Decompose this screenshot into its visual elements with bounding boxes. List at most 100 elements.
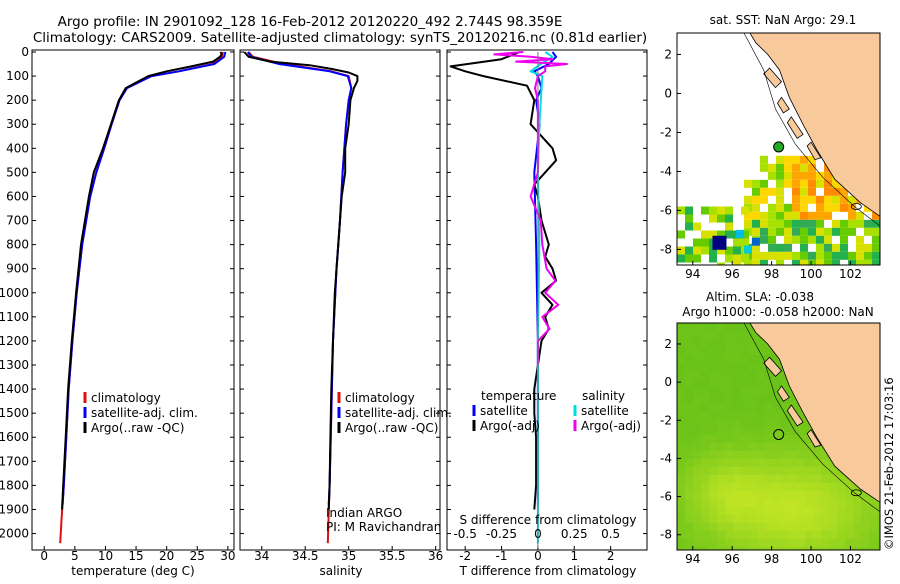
- sst-cell: [800, 179, 809, 188]
- sst-cell: [808, 251, 817, 260]
- sla-cell: [861, 499, 870, 508]
- difference-profile-panel: -2 -1 0 1 2-0.5 -0.25 0 0.25 0.5temperaturesatel…: [446, 49, 648, 563]
- sla-cell: [861, 523, 870, 532]
- series-group: [243, 51, 359, 544]
- sla-cell: [709, 379, 718, 388]
- sla-cell: [725, 323, 734, 332]
- sla-cell: [789, 467, 798, 476]
- sst-cell: [800, 259, 809, 265]
- sst-cell: [864, 251, 873, 260]
- sla-cell: [725, 507, 734, 516]
- y-tick-label: 200: [6, 93, 29, 107]
- sla-cell: [837, 531, 846, 540]
- sla-cell: [677, 363, 686, 372]
- sla-cell: [813, 491, 822, 500]
- sla-cell: [789, 547, 798, 550]
- sst-cell: [792, 227, 801, 236]
- sla-cell: [781, 451, 790, 460]
- sst-cell: [848, 227, 857, 236]
- sla-cell: [741, 323, 750, 332]
- sla-cell: [709, 403, 718, 412]
- sla-cell: [693, 347, 702, 356]
- map-frame: [676, 32, 881, 266]
- sla-cell: [725, 379, 734, 388]
- sla-cell: [765, 435, 774, 444]
- sst-cell: [709, 230, 717, 239]
- sst-cell: [685, 214, 693, 223]
- sst-cell: [840, 235, 849, 244]
- sla-cell: [693, 323, 702, 332]
- sla-cell: [869, 531, 878, 540]
- sla-cell: [717, 443, 726, 452]
- x-tick-label: 10: [98, 549, 113, 563]
- sla-cell: [733, 443, 742, 452]
- sla-cell: [701, 331, 710, 340]
- sla-cell: [693, 387, 702, 396]
- salinity-x-label: salinity: [319, 564, 362, 578]
- sla-cell: [677, 459, 686, 468]
- sla-cell: [749, 459, 758, 468]
- sst-cell: [752, 227, 761, 236]
- y-tick-label: 1200: [0, 334, 29, 348]
- sla-cell: [837, 523, 846, 532]
- sst-cell: [784, 227, 793, 236]
- sla-cell: [733, 427, 742, 436]
- sla-cell: [717, 539, 726, 548]
- sla-cell: [733, 371, 742, 380]
- sla-cell: [733, 403, 742, 412]
- sla-cell: [773, 379, 782, 388]
- sla-cell: [789, 499, 798, 508]
- sst-cell: [808, 211, 817, 220]
- sla-cell: [717, 475, 726, 484]
- sla-cell: [749, 395, 758, 404]
- legend-entry: climatology: [345, 391, 415, 405]
- sst-cell: [776, 187, 785, 196]
- x-tick-label: 30: [220, 549, 235, 563]
- sla-cell: [741, 531, 750, 540]
- sla-cell: [733, 467, 742, 476]
- sla-cell: [725, 451, 734, 460]
- sla-cell: [877, 547, 880, 550]
- salinity-profile-panel: 34 34.5 35 35.5 36 climatologysatellite-adj. …: [239, 49, 452, 563]
- x-tick-label: 0: [534, 549, 542, 563]
- sst-cell: [776, 179, 785, 188]
- sst-cell: [685, 254, 693, 263]
- sla-cell: [725, 435, 734, 444]
- sla-cell: [757, 355, 766, 364]
- sla-cell: [757, 403, 766, 412]
- y-tick-label: 100: [6, 69, 29, 83]
- sla-cell: [709, 427, 718, 436]
- sla-cell: [773, 531, 782, 540]
- island: [786, 116, 804, 139]
- sla-cell: [749, 419, 758, 428]
- sla-cell: [797, 515, 806, 524]
- imos-credit: ©IMOS 21-Feb-2012 17:03:16: [882, 377, 896, 550]
- sst-cell: [872, 211, 880, 220]
- sst-cell: [784, 171, 793, 180]
- sla-cell: [853, 531, 862, 540]
- sst-cell: [792, 187, 801, 196]
- sla-cell: [781, 443, 790, 452]
- map-y-tick-label: -4: [660, 451, 672, 465]
- x-tick-label: 5: [71, 549, 79, 563]
- sla-cell: [757, 395, 766, 404]
- argo-position-marker: [773, 428, 785, 440]
- sla-cell: [837, 475, 846, 484]
- sla-cell: [765, 467, 774, 476]
- sla-cell: [797, 435, 806, 444]
- sla-cell: [765, 427, 774, 436]
- sla-cell: [685, 459, 694, 468]
- sst-cell: [864, 227, 873, 236]
- sla-cell: [757, 523, 766, 532]
- map-y-tick-label: 0: [664, 375, 672, 389]
- sla-cell: [717, 363, 726, 372]
- map-x-tick-label: 102: [839, 552, 862, 566]
- y-tick-label: 1400: [0, 382, 29, 396]
- sla-cell: [797, 451, 806, 460]
- legend-entry: satellite-adj. clim.: [345, 406, 452, 420]
- sla-cell: [773, 419, 782, 428]
- sla-cell: [725, 339, 734, 348]
- sla-cell: [781, 547, 790, 550]
- sla-cell: [749, 451, 758, 460]
- sla-cell: [797, 427, 806, 436]
